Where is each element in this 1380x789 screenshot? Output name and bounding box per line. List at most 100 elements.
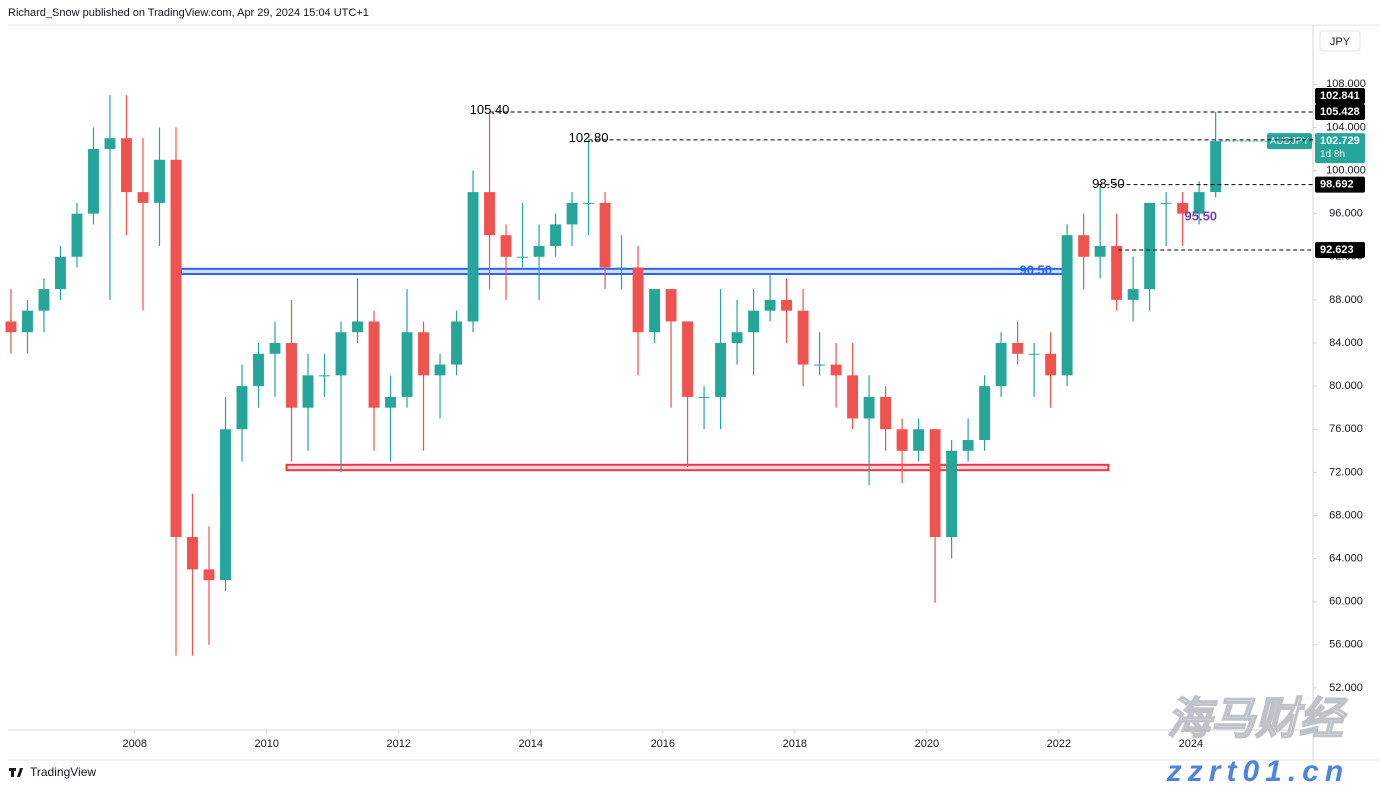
candle-body <box>1144 202 1156 290</box>
candle-body <box>121 138 132 193</box>
candle-body <box>335 332 347 376</box>
y-tick-label: 88.000 <box>1329 294 1363 306</box>
level-label: 105.428 <box>1320 106 1360 118</box>
candle-body <box>434 364 446 376</box>
candle-body <box>1078 235 1090 257</box>
candle-body <box>764 299 776 311</box>
candle-body <box>1061 235 1073 376</box>
candle-body <box>385 396 396 408</box>
candle-body <box>550 224 561 246</box>
candle-body <box>781 299 793 311</box>
current-price-box <box>1315 133 1365 164</box>
level-annotation: 95.50 <box>1185 208 1218 223</box>
candle-body <box>1012 343 1024 354</box>
candle-body <box>863 396 875 419</box>
level-label-box <box>1315 104 1365 121</box>
y-tick-label: 72.000 <box>1329 466 1363 478</box>
level-annotation: 102.80 <box>569 130 609 145</box>
candle-body <box>698 396 710 398</box>
candle-body <box>1160 202 1172 204</box>
x-tick-label: 2010 <box>255 738 279 750</box>
candle-body <box>1177 202 1189 214</box>
candle-body <box>1028 353 1040 355</box>
candle-body <box>302 375 314 408</box>
symbol-tag <box>1267 133 1312 150</box>
x-tick-label: 2014 <box>519 738 543 750</box>
x-tick-label: 2020 <box>915 738 939 750</box>
candle-body <box>913 429 925 451</box>
candle-body <box>896 429 908 451</box>
level-label-box <box>1315 88 1365 105</box>
candle-body <box>104 138 116 149</box>
candle-body <box>929 429 941 538</box>
candle-body <box>1127 289 1139 300</box>
candle-body <box>137 192 149 203</box>
level-label: 102.841 <box>1320 90 1360 102</box>
candle-body <box>649 289 661 333</box>
y-tick-label: 80.000 <box>1329 380 1363 392</box>
attribution: Richard_Snow published on TradingView.co… <box>8 7 369 19</box>
x-tick-label: 2018 <box>783 738 807 750</box>
y-tick-label: 96.000 <box>1329 208 1363 220</box>
y-tick-label: 52.000 <box>1329 682 1363 694</box>
candle-body <box>220 429 231 581</box>
candle-body <box>352 321 363 333</box>
x-tick-label: 2012 <box>387 738 411 750</box>
candle-body <box>583 202 594 204</box>
candle-body <box>1193 192 1205 214</box>
x-tick-label: 2024 <box>1179 738 1203 750</box>
candle-body <box>946 450 958 538</box>
candle-body <box>286 343 297 408</box>
candle-body <box>1111 245 1123 300</box>
candle-body <box>253 353 264 387</box>
candle-body <box>22 310 33 333</box>
level-label-box <box>1315 176 1365 193</box>
candle-body <box>5 321 17 333</box>
y-tick-label: 64.000 <box>1329 553 1363 565</box>
candle-body <box>170 159 182 538</box>
x-tick-label: 2016 <box>651 738 675 750</box>
y-tick-label: 84.000 <box>1329 337 1363 349</box>
logo-text: TradingView <box>30 765 96 779</box>
candle-body <box>401 332 413 397</box>
candle-body <box>814 364 826 366</box>
candle-body <box>269 343 281 354</box>
y-tick-label: 104.000 <box>1326 121 1366 133</box>
x-tick-label: 2022 <box>1047 738 1071 750</box>
y-tick-label: 108.000 <box>1326 78 1366 90</box>
candle-body <box>187 537 198 570</box>
y-tick-label: 60.000 <box>1329 596 1363 608</box>
y-tick-label: 68.000 <box>1329 509 1363 521</box>
level-annotation: 105.40 <box>470 102 510 117</box>
candle-body <box>1210 141 1222 193</box>
currency-box[interactable] <box>1319 30 1361 52</box>
current-price-label: 102.729 <box>1320 135 1360 147</box>
candle-body <box>533 245 545 257</box>
candle-body <box>418 332 429 376</box>
candle-body <box>1094 245 1106 257</box>
candle-body <box>880 396 892 430</box>
candle-body <box>319 375 330 377</box>
y-tick-label: 76.000 <box>1329 423 1363 435</box>
candle-body <box>616 267 628 269</box>
candle-body <box>599 202 611 268</box>
candle-body <box>484 192 495 236</box>
candle-body <box>1045 353 1057 376</box>
countdown: 1d 8h <box>1320 149 1345 160</box>
logo-icon <box>9 768 23 777</box>
tv-logo[interactable]: TradingView <box>9 765 96 779</box>
x-tick-label: 2008 <box>122 738 146 750</box>
candle-body <box>55 256 66 290</box>
candle-body <box>517 256 528 258</box>
watermark-site: zzrt01.cn <box>1166 755 1349 788</box>
candle-body <box>632 267 644 333</box>
candle-body <box>38 289 50 311</box>
candle-body <box>731 332 743 344</box>
candle-body <box>467 192 479 322</box>
candle-body <box>830 364 842 376</box>
candle-body <box>451 321 462 365</box>
currency: JPY <box>1330 36 1351 48</box>
level-label: 92.623 <box>1320 244 1354 256</box>
